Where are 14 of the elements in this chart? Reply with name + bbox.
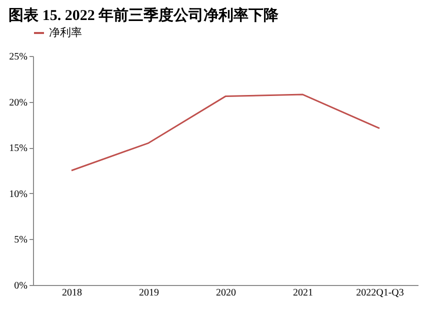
- legend-label: 净利率: [49, 26, 82, 39]
- y-tick-label: 0%: [14, 280, 28, 292]
- y-tick-label: 10%: [9, 188, 28, 200]
- x-tick-label: 2022Q1-Q3: [356, 288, 404, 298]
- y-tick-label: 20%: [9, 97, 28, 108]
- x-tick-label: 2019: [139, 288, 159, 298]
- x-tick-label: 2020: [216, 288, 236, 298]
- x-tick-label: 2018: [62, 288, 82, 298]
- chart-title: 图表 15. 2022 年前三季度公司净利率下降: [8, 6, 280, 24]
- y-tick-label: 15%: [9, 143, 28, 154]
- y-tick-label: 25%: [9, 52, 28, 62]
- line-series: [70, 94, 380, 172]
- x-tick-label: 2021: [293, 288, 313, 298]
- y-tick-label: 5%: [14, 234, 28, 246]
